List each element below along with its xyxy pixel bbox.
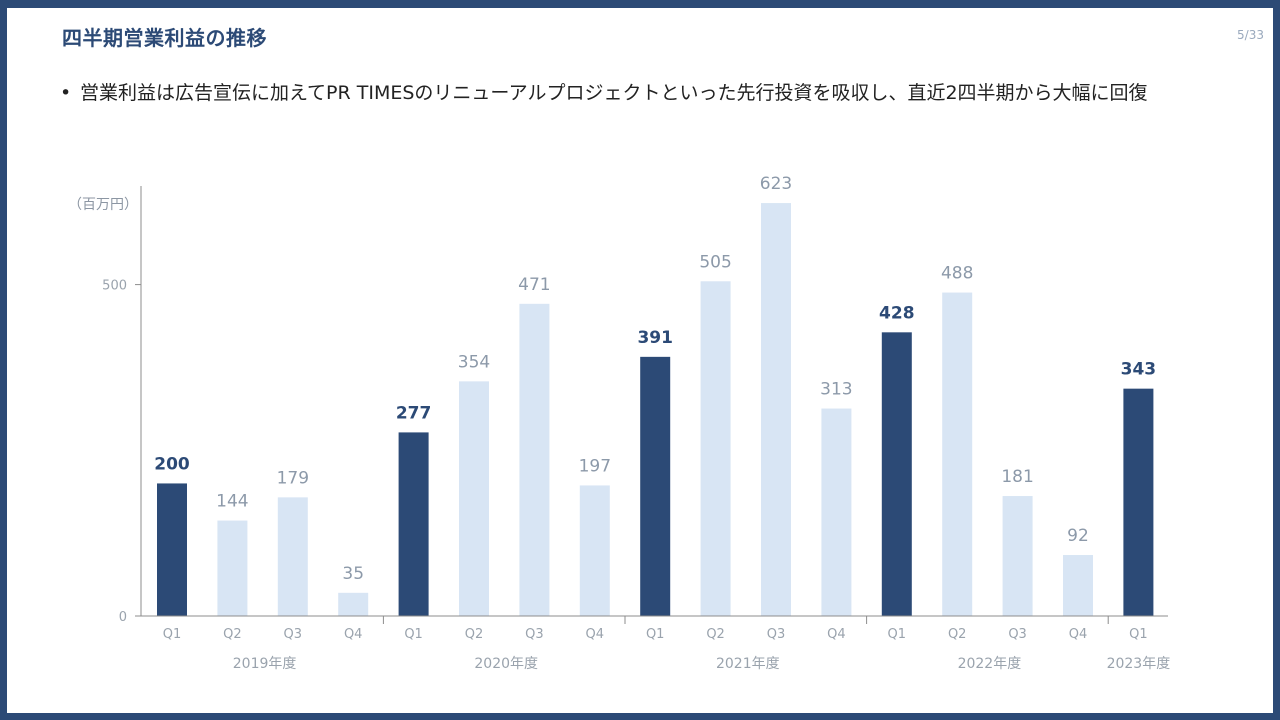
bar [579,485,610,616]
x-tick-label: Q4 [344,627,363,642]
y-tick-label: 500 [102,279,127,294]
x-tick-label: Q3 [525,627,544,642]
bar-value-label: 428 [879,303,915,323]
bar [519,303,550,616]
fiscal-year-label: 2019年度 [233,656,297,672]
bar-value-label: 488 [941,264,973,284]
page-title: 四半期営業利益の推移 [62,26,267,50]
y-tick-label: 0 [119,610,127,625]
bar [338,592,369,616]
bar [459,381,489,616]
bar-value-label: 92 [1067,526,1089,546]
bar-value-label: 354 [458,352,490,372]
unit-label: （百万円） [68,197,138,213]
bar [700,281,731,616]
x-tick-label: Q3 [767,627,786,642]
bar-value-label: 35 [342,564,364,584]
x-tick-label: Q4 [1069,627,1088,642]
bar-value-label: 197 [579,456,611,476]
bar [1002,496,1033,616]
bar [640,356,671,616]
fiscal-year-label: 2020年度 [474,656,538,672]
bar-value-label: 391 [637,328,673,348]
fiscal-year-label: 2021年度 [716,656,780,672]
bar-value-label: 181 [1001,467,1033,487]
bullet-marker: • [60,82,72,104]
bar-value-label: 343 [1121,360,1157,380]
x-tick-label: Q2 [223,627,242,642]
bar-value-label: 471 [518,275,550,295]
bar [277,497,308,616]
bar [398,432,429,616]
bar-value-label: 505 [699,252,731,272]
x-tick-label: Q3 [284,627,303,642]
bar-value-label: 144 [216,492,248,512]
bar-value-label: 623 [760,174,792,194]
x-tick-label: Q1 [404,627,423,642]
x-tick-label: Q2 [706,627,725,642]
fiscal-year-label: 2023年度 [1107,656,1171,672]
x-tick-label: Q4 [586,627,605,642]
x-tick-label: Q2 [948,627,967,642]
bar [761,203,791,616]
bullet-point: • 営業利益は広告宣伝に加えてPR TIMESのリニューアルプロジェクトといった… [60,78,1220,108]
bar [157,483,187,616]
bar [217,520,248,616]
bar-value-label: 200 [154,454,190,474]
x-tick-label: Q1 [646,627,665,642]
bar [942,292,973,616]
bar-value-label: 179 [277,468,309,488]
x-tick-label: Q1 [888,627,907,642]
fiscal-year-label: 2022年度 [958,656,1022,672]
x-tick-label: Q1 [163,627,182,642]
x-tick-label: Q2 [465,627,484,642]
x-tick-label: Q4 [827,627,846,642]
bar [881,332,912,616]
bullet-text: 営業利益は広告宣伝に加えてPR TIMESのリニューアルプロジェクトといった先行… [80,82,1148,104]
bar [821,408,852,616]
page-number: 5/33 [1237,28,1264,42]
bar [1063,555,1093,616]
x-tick-label: Q1 [1129,627,1148,642]
x-tick-label: Q3 [1008,627,1027,642]
bar-value-label: 313 [820,380,852,400]
bar [1123,388,1154,616]
bar-value-label: 277 [396,403,432,423]
